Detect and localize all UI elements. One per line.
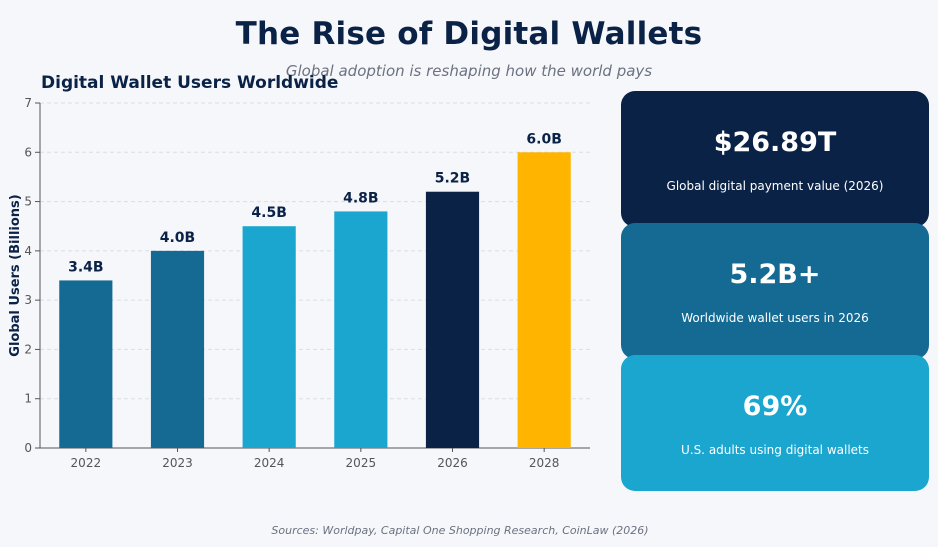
data-label: 6.0B: [526, 131, 561, 147]
bar: [517, 152, 571, 449]
bar: [242, 226, 296, 448]
y-tick-label: 3: [24, 293, 32, 307]
stat-card-wallet-users: 5.2B+ Worldwide wallet users in 2026: [621, 223, 929, 359]
x-tick-label: 2024: [254, 456, 285, 470]
y-tick-label: 0: [24, 441, 32, 455]
x-tick-label: 2025: [346, 456, 377, 470]
page-subtitle: Global adoption is reshaping how the wor…: [285, 62, 653, 80]
data-label: 5.2B: [435, 171, 470, 187]
x-tick-label: 2023: [162, 456, 193, 470]
stat-label: Global digital payment value (2026): [666, 179, 884, 193]
y-tick-label: 6: [24, 145, 32, 159]
stat-card-payment-value: $26.89T Global digital payment value (20…: [621, 91, 929, 227]
sources-note: Sources: Worldpay, Capital One Shopping …: [271, 524, 649, 537]
y-tick-label: 5: [24, 195, 32, 209]
stat-label: Worldwide wallet users in 2026: [681, 311, 869, 325]
bar: [334, 211, 388, 448]
chart-title: Digital Wallet Users Worldwide: [41, 73, 339, 93]
y-tick-label: 7: [24, 96, 32, 110]
data-label: 4.5B: [251, 205, 286, 221]
x-tick-label: 2028: [529, 456, 560, 470]
stat-value: 5.2B+: [729, 259, 821, 290]
y-axis-label: Global Users (Billions): [8, 194, 23, 356]
bar-chart: 0 1 2 3 4 5 6 7 Global Users (Billions) 3.4B 2022 4…: [8, 96, 590, 470]
data-label: 4.8B: [343, 190, 378, 206]
bar: [59, 280, 113, 448]
data-label: 4.0B: [160, 230, 195, 246]
data-label: 3.4B: [68, 259, 103, 275]
stat-label: U.S. adults using digital wallets: [680, 443, 870, 457]
y-tick-label: 1: [24, 392, 32, 406]
bar: [425, 191, 480, 448]
x-tick-label: 2026: [437, 456, 468, 470]
stat-card-us-adults: 69% U.S. adults using digital wallets: [621, 355, 929, 491]
bar: [150, 250, 205, 448]
y-tick-label: 4: [24, 244, 32, 258]
stat-value: $26.89T: [713, 127, 837, 158]
y-tick-label: 2: [24, 342, 32, 356]
x-tick-label: 2022: [71, 456, 102, 470]
stat-value: 69%: [742, 391, 808, 422]
page-title: The Rise of Digital Wallets: [235, 16, 703, 52]
